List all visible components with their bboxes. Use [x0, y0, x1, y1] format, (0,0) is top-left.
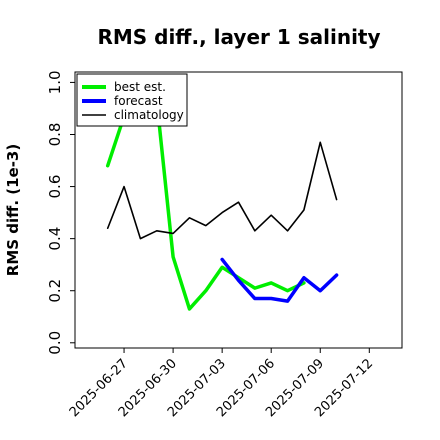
y-axis: 0.0 0.2 0.4 0.6 0.8 1.0 [46, 70, 75, 355]
y-tick-label: 0.2 [46, 279, 64, 303]
y-tick-label: 0.0 [46, 331, 64, 355]
series-line-forecast [220, 257, 339, 303]
series-line-climatology [106, 141, 338, 240]
chart-title: RMS diff., layer 1 salinity [97, 25, 380, 49]
y-tick-label: 0.6 [46, 175, 64, 199]
legend-label: forecast [114, 94, 163, 108]
legend-label: climatology [114, 108, 184, 122]
y-tick-label: 0.8 [46, 123, 64, 147]
x-axis: 2025-06-272025-06-302025-07-032025-07-06… [67, 348, 376, 420]
y-tick-label: 0.4 [46, 227, 64, 251]
y-axis-label: RMS diff. (1e-3) [4, 144, 22, 276]
plot-area: 0.0 0.2 0.4 0.6 0.8 1.0 2025-06-272025-06-302… [46, 70, 403, 420]
y-tick-label: 1.0 [46, 70, 64, 94]
legend-label: best est. [114, 80, 166, 94]
